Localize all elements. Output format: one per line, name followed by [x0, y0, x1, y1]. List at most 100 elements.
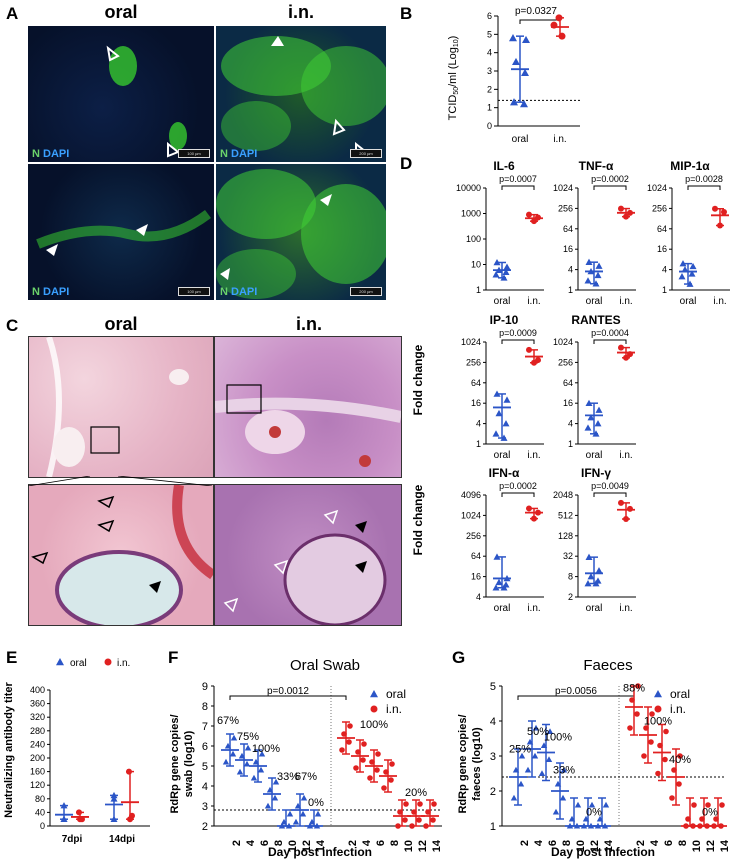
- if-in-top-signal: [221, 36, 386, 158]
- y-tick-label: 3: [202, 801, 208, 813]
- y-tick-label: 2: [568, 592, 573, 602]
- y-tick-label: 16: [563, 398, 573, 408]
- data-point-triangle: [592, 580, 600, 587]
- percent-label: 0%: [586, 807, 602, 819]
- data-point-triangle: [552, 808, 560, 815]
- panel-a-in-title: i.n.: [288, 2, 314, 22]
- data-point-circle: [627, 351, 633, 358]
- x-tick-label: i.n.: [527, 450, 540, 461]
- scale-bar: 200 µm: [350, 287, 382, 296]
- panel-d-ylabel-3: Fold change: [411, 639, 425, 640]
- data-point-circle: [411, 809, 417, 815]
- significance-bracket: [501, 492, 535, 497]
- data-point-circle: [669, 795, 675, 801]
- panel-a-oral-title: oral: [104, 2, 138, 22]
- data-point-triangle: [258, 750, 266, 757]
- data-point-triangle: [493, 258, 501, 266]
- data-point-triangle: [250, 774, 258, 781]
- percent-label: 88%: [623, 682, 645, 694]
- y-tick-label: 7: [202, 721, 208, 733]
- y-tick-label: 2: [490, 786, 496, 798]
- data-point-triangle: [110, 795, 118, 802]
- panel-c-in-title: i.n.: [296, 314, 322, 334]
- if-oral-top-signal: [106, 45, 187, 158]
- y-tick-label: 360: [30, 699, 45, 709]
- data-point-triangle: [308, 818, 316, 825]
- data-point-circle: [711, 823, 717, 829]
- data-point-triangle: [520, 100, 528, 108]
- y-tick-label: 9: [202, 681, 208, 693]
- x-tick-label: i.n.: [527, 603, 540, 614]
- fold-change-plot-5: RANTES 1 4 16 64 256 1024 p=0.0004 oral i.n.: [553, 313, 636, 461]
- data-point-triangle: [545, 756, 553, 763]
- x-tick-label: i.n.: [713, 296, 726, 307]
- y-tick-label: 256: [558, 203, 573, 213]
- y-tick-label: 1000: [461, 209, 481, 219]
- panel-d-letter: D: [400, 154, 413, 173]
- y-tick-label: 10000: [456, 183, 481, 193]
- data-point-triangle: [503, 574, 511, 582]
- data-point-circle: [663, 728, 669, 735]
- panel-d-ylabel-2: Fold change: [411, 484, 425, 555]
- significance-bracket: [501, 185, 535, 190]
- y-tick-label: 10: [471, 260, 481, 270]
- y-tick-label: 1: [476, 285, 481, 295]
- data-point-circle: [126, 768, 132, 775]
- if-image-in-bottom: N DAPI 200 µm: [216, 164, 386, 300]
- x-tick-label: i.n.: [619, 450, 632, 461]
- legend-label-in: i.n.: [117, 658, 130, 669]
- x-tick-label: oral: [586, 603, 603, 614]
- significance-bracket: [593, 492, 627, 497]
- data-point-triangle: [236, 768, 244, 775]
- data-point-circle: [618, 499, 624, 506]
- data-point-triangle: [526, 738, 534, 745]
- data-point-circle: [555, 14, 563, 22]
- y-tick-label: 64: [563, 224, 573, 234]
- data-point-circle: [417, 801, 423, 807]
- fold-change-plot-7: IFN-γ 2 8 32 128 512 2048 p=0.0049 oral i.n.: [553, 466, 636, 614]
- data-point-triangle: [510, 98, 518, 106]
- histo-oral-low-detail: [46, 337, 189, 477]
- data-point-circle: [531, 218, 537, 225]
- scale-bar: 200 µm: [350, 149, 382, 158]
- data-point-triangle: [238, 752, 246, 759]
- data-point-triangle: [306, 822, 314, 829]
- y-tick-label: 280: [30, 726, 45, 736]
- data-point-circle: [627, 725, 633, 731]
- data-point-circle: [76, 809, 82, 816]
- x-tick-label: 10: [575, 840, 587, 852]
- data-point-circle: [683, 823, 689, 829]
- data-point-triangle: [285, 822, 293, 829]
- y-tick-label: 16: [563, 244, 573, 254]
- p-value: p=0.0049: [591, 481, 629, 491]
- histology-in-high: [214, 484, 402, 626]
- data-point-triangle: [492, 584, 500, 591]
- y-tick-label: 512: [558, 510, 573, 520]
- y-tick-label: 0: [487, 121, 492, 131]
- data-point-triangle: [595, 406, 603, 413]
- data-point-triangle: [568, 815, 576, 822]
- data-point-triangle: [592, 280, 600, 287]
- y-tick-label: 32: [563, 551, 573, 561]
- data-point-circle: [627, 209, 633, 216]
- panel-b-letter: B: [400, 4, 413, 23]
- panel-b-p-value: p=0.0327: [515, 6, 557, 17]
- panel-f-ylabel-1: RdRp gene copies/: [169, 714, 181, 813]
- if-image-oral-top: N DAPI 100 µm: [28, 26, 214, 162]
- fold-change-plot-3: MIP-1α 1 4 16 64 256 1024 p=0.0028 oral i.n.: [647, 159, 730, 307]
- data-point-circle: [383, 769, 389, 775]
- data-point-circle: [623, 516, 629, 523]
- y-tick-label: 2048: [553, 490, 573, 500]
- legend-marker-in: [104, 658, 112, 666]
- data-point-circle: [641, 753, 647, 759]
- y-tick-label: 16: [471, 398, 481, 408]
- legend-label-oral: oral: [386, 687, 406, 701]
- y-tick-label: 4: [662, 265, 667, 275]
- y-tick-label: 2: [487, 84, 492, 94]
- data-point-circle: [671, 767, 677, 773]
- data-point-circle: [649, 711, 655, 717]
- data-point-triangle: [595, 262, 603, 269]
- data-point-triangle: [678, 273, 686, 280]
- x-tick-label: 2: [347, 840, 359, 846]
- data-point-circle: [431, 801, 437, 807]
